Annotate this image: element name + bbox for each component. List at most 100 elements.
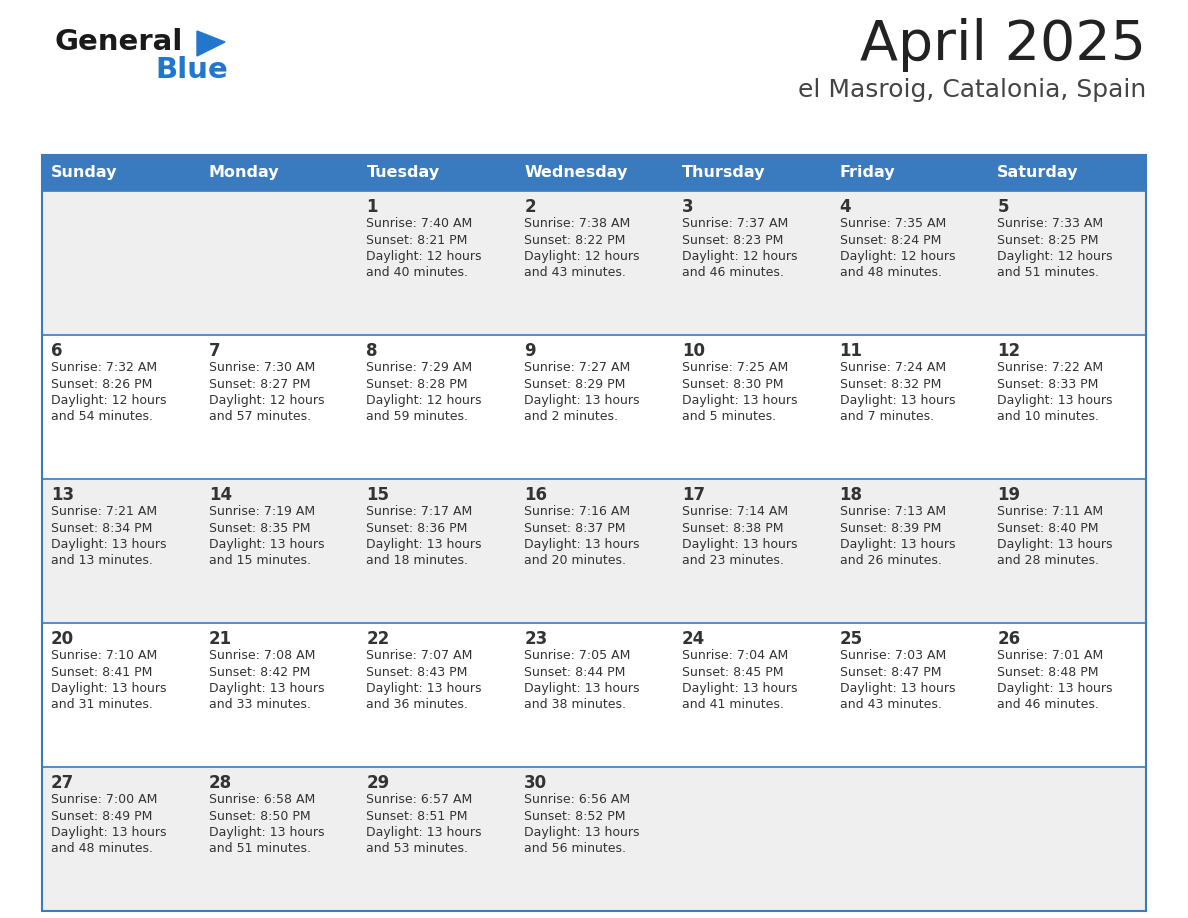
- Text: Thursday: Thursday: [682, 165, 765, 181]
- Bar: [358, 155, 516, 191]
- Text: and 40 minutes.: and 40 minutes.: [366, 266, 468, 279]
- Text: and 51 minutes.: and 51 minutes.: [209, 843, 311, 856]
- Text: Sunset: 8:29 PM: Sunset: 8:29 PM: [524, 377, 626, 390]
- Text: and 41 minutes.: and 41 minutes.: [682, 699, 784, 711]
- Text: Sunset: 8:52 PM: Sunset: 8:52 PM: [524, 810, 626, 823]
- Text: 17: 17: [682, 486, 704, 504]
- Text: and 31 minutes.: and 31 minutes.: [51, 699, 153, 711]
- Text: and 15 minutes.: and 15 minutes.: [209, 554, 311, 567]
- Text: and 2 minutes.: and 2 minutes.: [524, 410, 618, 423]
- Text: Friday: Friday: [840, 165, 896, 181]
- Text: and 5 minutes.: and 5 minutes.: [682, 410, 776, 423]
- Bar: [42, 623, 1146, 767]
- Text: Sunrise: 7:04 AM: Sunrise: 7:04 AM: [682, 649, 788, 662]
- Text: 29: 29: [366, 774, 390, 792]
- Text: and 10 minutes.: and 10 minutes.: [997, 410, 1099, 423]
- Text: Sunrise: 7:38 AM: Sunrise: 7:38 AM: [524, 217, 631, 230]
- Text: Sunrise: 7:30 AM: Sunrise: 7:30 AM: [209, 361, 315, 374]
- Text: and 13 minutes.: and 13 minutes.: [51, 554, 153, 567]
- Text: Daylight: 13 hours: Daylight: 13 hours: [524, 394, 639, 407]
- Text: Sunrise: 7:11 AM: Sunrise: 7:11 AM: [997, 505, 1104, 518]
- Text: Sunday: Sunday: [51, 165, 118, 181]
- Text: Tuesday: Tuesday: [366, 165, 440, 181]
- Text: Sunset: 8:21 PM: Sunset: 8:21 PM: [366, 233, 468, 247]
- Text: Sunset: 8:39 PM: Sunset: 8:39 PM: [840, 521, 941, 534]
- Text: and 53 minutes.: and 53 minutes.: [366, 843, 468, 856]
- Text: Sunrise: 7:01 AM: Sunrise: 7:01 AM: [997, 649, 1104, 662]
- Text: Daylight: 13 hours: Daylight: 13 hours: [682, 394, 797, 407]
- Text: and 56 minutes.: and 56 minutes.: [524, 843, 626, 856]
- Text: Sunrise: 7:29 AM: Sunrise: 7:29 AM: [366, 361, 473, 374]
- Text: and 43 minutes.: and 43 minutes.: [840, 699, 941, 711]
- Bar: [42, 155, 200, 191]
- Bar: [516, 155, 672, 191]
- Text: and 7 minutes.: and 7 minutes.: [840, 410, 934, 423]
- Text: Monday: Monday: [209, 165, 279, 181]
- Text: 6: 6: [51, 342, 63, 360]
- Bar: [830, 155, 988, 191]
- Text: Sunset: 8:49 PM: Sunset: 8:49 PM: [51, 810, 152, 823]
- Text: Sunset: 8:36 PM: Sunset: 8:36 PM: [366, 521, 468, 534]
- Text: Sunset: 8:43 PM: Sunset: 8:43 PM: [366, 666, 468, 678]
- Text: Sunset: 8:47 PM: Sunset: 8:47 PM: [840, 666, 941, 678]
- Text: 19: 19: [997, 486, 1020, 504]
- Text: Saturday: Saturday: [997, 165, 1079, 181]
- Text: Sunset: 8:48 PM: Sunset: 8:48 PM: [997, 666, 1099, 678]
- Bar: [42, 335, 1146, 479]
- Text: 15: 15: [366, 486, 390, 504]
- Text: Daylight: 12 hours: Daylight: 12 hours: [51, 394, 166, 407]
- Polygon shape: [197, 31, 225, 56]
- Text: Sunrise: 7:27 AM: Sunrise: 7:27 AM: [524, 361, 631, 374]
- Text: Sunrise: 7:07 AM: Sunrise: 7:07 AM: [366, 649, 473, 662]
- Text: Wednesday: Wednesday: [524, 165, 627, 181]
- Text: Sunset: 8:42 PM: Sunset: 8:42 PM: [209, 666, 310, 678]
- Text: and 48 minutes.: and 48 minutes.: [51, 843, 153, 856]
- Text: 26: 26: [997, 630, 1020, 648]
- Text: Sunrise: 7:14 AM: Sunrise: 7:14 AM: [682, 505, 788, 518]
- Text: 3: 3: [682, 198, 694, 216]
- Text: and 59 minutes.: and 59 minutes.: [366, 410, 468, 423]
- Text: Sunrise: 7:08 AM: Sunrise: 7:08 AM: [209, 649, 315, 662]
- Text: and 23 minutes.: and 23 minutes.: [682, 554, 784, 567]
- Bar: [672, 155, 830, 191]
- Text: 7: 7: [209, 342, 220, 360]
- Text: and 48 minutes.: and 48 minutes.: [840, 266, 942, 279]
- Text: Sunset: 8:23 PM: Sunset: 8:23 PM: [682, 233, 783, 247]
- Text: 18: 18: [840, 486, 862, 504]
- Text: Sunset: 8:41 PM: Sunset: 8:41 PM: [51, 666, 152, 678]
- Text: Sunrise: 7:37 AM: Sunrise: 7:37 AM: [682, 217, 788, 230]
- Text: Daylight: 13 hours: Daylight: 13 hours: [682, 538, 797, 551]
- Text: 4: 4: [840, 198, 851, 216]
- Text: Sunrise: 6:58 AM: Sunrise: 6:58 AM: [209, 793, 315, 806]
- Text: Sunrise: 7:19 AM: Sunrise: 7:19 AM: [209, 505, 315, 518]
- Text: and 18 minutes.: and 18 minutes.: [366, 554, 468, 567]
- Text: Daylight: 13 hours: Daylight: 13 hours: [366, 538, 482, 551]
- Text: 12: 12: [997, 342, 1020, 360]
- Text: Daylight: 13 hours: Daylight: 13 hours: [51, 682, 166, 695]
- Text: and 57 minutes.: and 57 minutes.: [209, 410, 311, 423]
- Text: Sunset: 8:26 PM: Sunset: 8:26 PM: [51, 377, 152, 390]
- Text: Sunset: 8:38 PM: Sunset: 8:38 PM: [682, 521, 783, 534]
- Text: Sunset: 8:30 PM: Sunset: 8:30 PM: [682, 377, 783, 390]
- Text: Daylight: 13 hours: Daylight: 13 hours: [682, 682, 797, 695]
- Text: 25: 25: [840, 630, 862, 648]
- Text: and 26 minutes.: and 26 minutes.: [840, 554, 941, 567]
- Text: Daylight: 13 hours: Daylight: 13 hours: [524, 682, 639, 695]
- Text: Daylight: 13 hours: Daylight: 13 hours: [840, 682, 955, 695]
- Text: Sunset: 8:35 PM: Sunset: 8:35 PM: [209, 521, 310, 534]
- Bar: [42, 191, 1146, 335]
- Text: 20: 20: [51, 630, 74, 648]
- Text: Sunset: 8:32 PM: Sunset: 8:32 PM: [840, 377, 941, 390]
- Text: Sunrise: 7:10 AM: Sunrise: 7:10 AM: [51, 649, 157, 662]
- Text: 10: 10: [682, 342, 704, 360]
- Text: Sunrise: 7:32 AM: Sunrise: 7:32 AM: [51, 361, 157, 374]
- Text: and 28 minutes.: and 28 minutes.: [997, 554, 1099, 567]
- Text: Daylight: 13 hours: Daylight: 13 hours: [840, 538, 955, 551]
- Text: Sunset: 8:44 PM: Sunset: 8:44 PM: [524, 666, 626, 678]
- Text: 16: 16: [524, 486, 548, 504]
- Text: 8: 8: [366, 342, 378, 360]
- Text: 5: 5: [997, 198, 1009, 216]
- Text: and 54 minutes.: and 54 minutes.: [51, 410, 153, 423]
- Bar: [42, 479, 1146, 623]
- Bar: [200, 155, 358, 191]
